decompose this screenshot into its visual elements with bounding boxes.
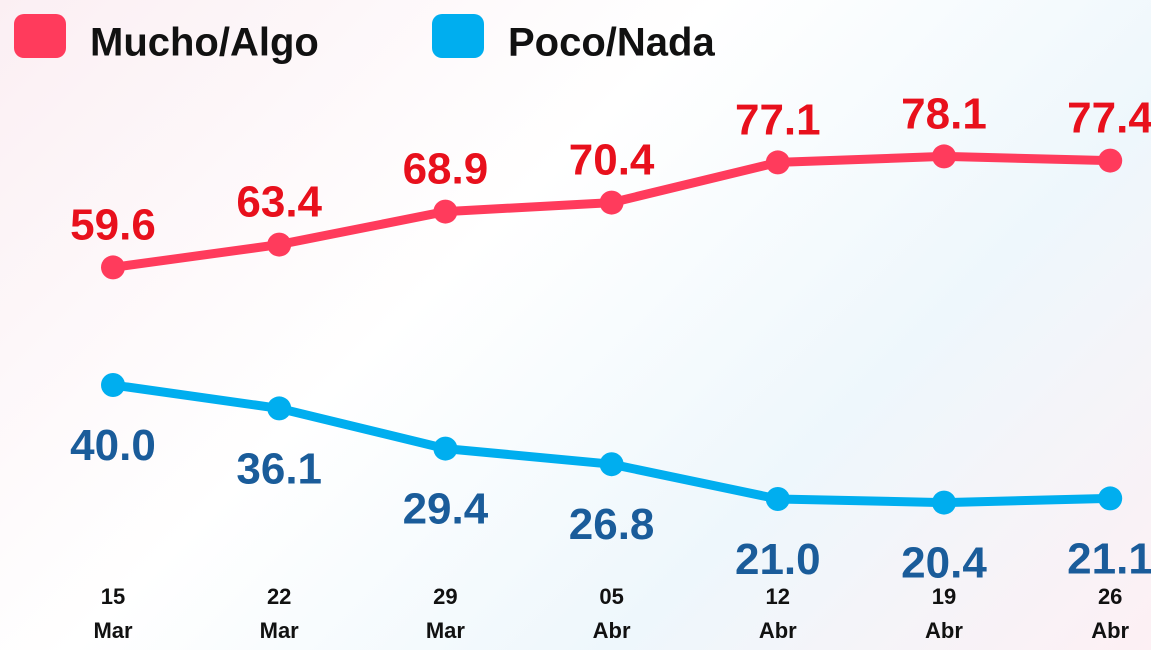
legend-label: Poco/Nada — [508, 21, 715, 65]
legend-label: Mucho/Algo — [90, 21, 319, 65]
data-label: 29.4 — [403, 485, 489, 534]
data-label: 70.4 — [569, 136, 655, 185]
point — [932, 491, 956, 515]
data-label: 68.9 — [403, 145, 489, 194]
data-label: 26.8 — [569, 500, 655, 549]
point — [101, 255, 125, 279]
x-tick-label: 26 Abr — [1090, 580, 1130, 648]
data-label: 78.1 — [901, 89, 987, 138]
x-tick-label: 15 Mar — [93, 580, 133, 648]
point — [1098, 149, 1122, 173]
point — [433, 200, 457, 224]
point — [600, 191, 624, 215]
data-label: 21.0 — [735, 535, 821, 584]
point — [766, 150, 790, 174]
x-tick-label: 12 Abr — [758, 580, 798, 648]
data-label: 63.4 — [236, 178, 322, 227]
point — [600, 452, 624, 476]
point — [267, 233, 291, 257]
data-label: 77.4 — [1067, 94, 1151, 143]
chart: Mucho/Algo Poco/Nada 59.6 63.4 68.9 70.4 77.1 7… — [0, 0, 1151, 650]
data-label: 59.6 — [70, 200, 156, 249]
plot: Mucho/Algo Poco/Nada 59.6 63.4 68.9 70.4 77.1 7… — [0, 0, 1151, 650]
point — [766, 487, 790, 511]
point — [101, 373, 125, 397]
legend-swatch — [432, 14, 484, 58]
point — [267, 396, 291, 420]
legend-swatch — [14, 14, 66, 58]
point — [1098, 486, 1122, 510]
data-label: 36.1 — [236, 444, 322, 493]
data-label: 21.1 — [1067, 534, 1151, 583]
point — [433, 437, 457, 461]
x-tick-label: 22 Mar — [259, 580, 299, 648]
data-label: 40.0 — [70, 421, 156, 470]
x-tick-label: 05 Abr — [592, 580, 632, 648]
x-tick-label: 19 Abr — [924, 580, 964, 648]
data-label: 77.1 — [735, 95, 821, 144]
point — [932, 144, 956, 168]
x-tick-label: 29 Mar — [425, 580, 465, 648]
